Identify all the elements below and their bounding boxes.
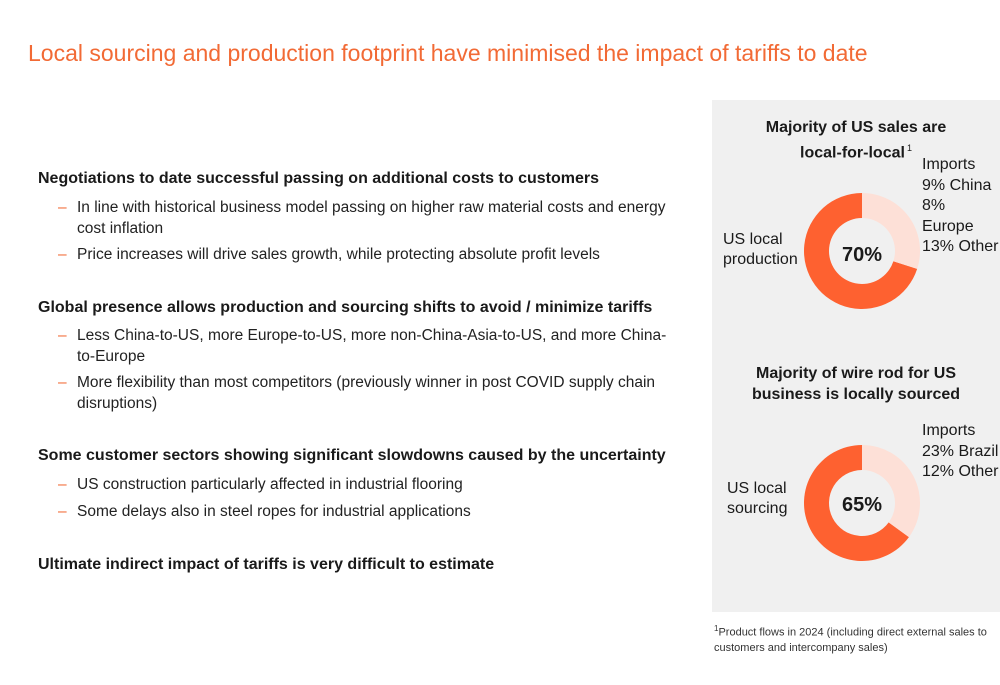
imports-line: 23% Brazil	[922, 442, 999, 460]
chart-title-line: Majority of wire rod for US	[755, 365, 956, 382]
dash-icon: –	[58, 327, 67, 344]
bullet-item: – US construction particularly affected …	[58, 474, 678, 495]
section-heading: Global presence allows production and so…	[38, 299, 653, 316]
bullet-item: – Less China-to-US, more Europe-to-US, m…	[58, 325, 678, 367]
dash-icon: –	[58, 476, 67, 493]
donut-chart	[804, 193, 920, 309]
primary-slice-label: US local sourcing	[727, 479, 787, 519]
imports-line: 13% Other	[922, 238, 999, 255]
bullet-text: In line with historical business model p…	[77, 199, 666, 237]
dash-icon: –	[58, 199, 67, 216]
bullet-text: More flexibility than most competitors (…	[77, 374, 656, 412]
primary-slice-label: US local production	[723, 230, 798, 270]
imports-line: 8% Europe	[922, 197, 974, 235]
chart-title-line: Majority of US sales are	[765, 119, 947, 136]
dash-icon: –	[58, 503, 67, 520]
imports-line: 12% Other	[922, 463, 999, 480]
bullet-item: – In line with historical business model…	[58, 197, 678, 239]
donut-slice-local	[804, 193, 918, 309]
donut-chart	[804, 445, 920, 561]
primary-label-line: US local	[727, 480, 787, 497]
imports-label: Imports 9% China 8% Europe 13% Other	[922, 155, 1000, 258]
chart-title-line: business is locally sourced	[751, 386, 961, 403]
donut-slice-imports	[862, 445, 920, 538]
footnote-text: Product flows in 2024 (including direct …	[714, 626, 987, 654]
bullet-item: – Some delays also in steel ropes for in…	[58, 501, 678, 522]
imports-line: Imports	[922, 422, 976, 439]
donut-slice-imports	[862, 193, 920, 269]
chart-title: Majority of wire rod for US business is …	[712, 363, 1000, 405]
section-heading: Negotiations to date successful passing …	[38, 170, 599, 187]
bullet-text: US construction particularly affected in…	[77, 476, 463, 493]
donut-slice-local	[804, 445, 909, 561]
charts-panel	[712, 100, 1000, 612]
bullet-item: – More flexibility than most competitors…	[58, 372, 678, 414]
chart-title-text: local-for-local	[800, 144, 905, 162]
donut-center-value: 70%	[841, 244, 883, 266]
chart-title-line: local-for-local 1	[712, 138, 1000, 163]
page-title: Local sourcing and production footprint …	[28, 40, 868, 66]
footnote-marker: 1	[906, 143, 912, 153]
primary-label-line: sourcing	[727, 500, 788, 517]
section-heading: Ultimate indirect impact of tariffs is v…	[38, 556, 495, 573]
footnote-marker: 1	[714, 624, 719, 633]
dash-icon: –	[58, 374, 67, 391]
section-heading: Some customer sectors showing significan…	[38, 447, 666, 464]
donut-center-value: 65%	[841, 494, 883, 516]
bullet-text: Less China-to-US, more Europe-to-US, mor…	[77, 327, 667, 365]
primary-label-line: production	[723, 251, 798, 268]
chart-title: Majority of US sales are local-for-local…	[712, 117, 1000, 163]
dash-icon: –	[58, 246, 67, 263]
bullet-item: – Price increases will drive sales growt…	[58, 244, 678, 265]
imports-label: Imports 23% Brazil 12% Other	[922, 421, 998, 483]
bullet-text: Price increases will drive sales growth,…	[77, 246, 600, 263]
footnote: 1Product flows in 2024 (including direct…	[714, 621, 999, 656]
primary-label-line: US local	[723, 231, 783, 248]
bullet-text: Some delays also in steel ropes for indu…	[77, 503, 471, 520]
imports-line: Imports	[922, 156, 976, 173]
imports-line: 9% China	[922, 176, 992, 194]
